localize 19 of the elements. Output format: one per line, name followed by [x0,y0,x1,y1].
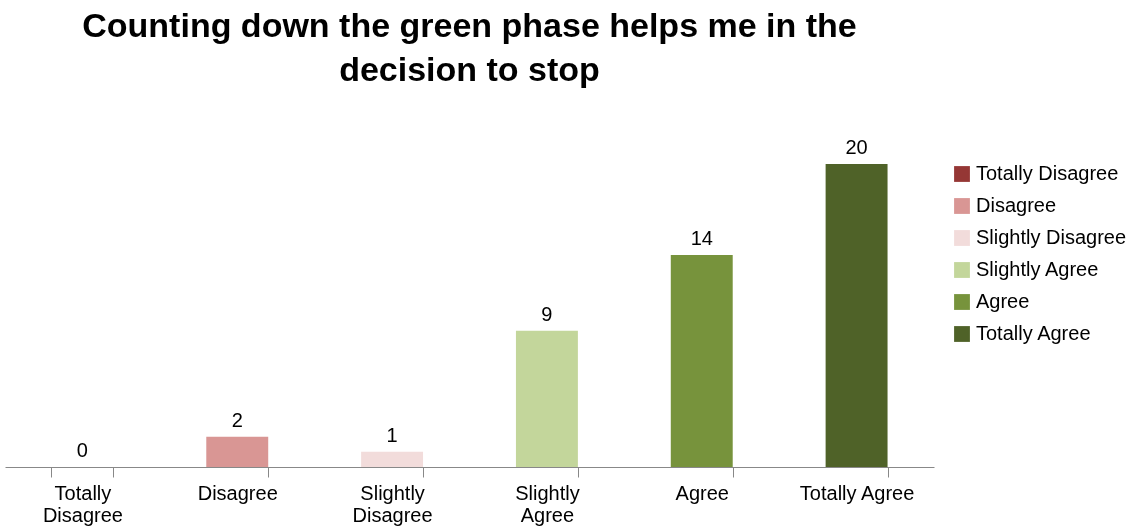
legend-label: Totally Disagree [976,162,1119,184]
data-label: 20 [845,136,868,158]
data-label: 2 [231,408,243,431]
x-tick-label: Slightly Agree [515,481,580,526]
legend-label: Agree [976,290,1030,312]
x-tick-label: Totally Disagree [42,481,123,526]
legend-label: Slightly Agree [976,258,1099,280]
legend-label: Disagree [976,194,1057,216]
data-label: 14 [690,226,713,249]
chart-title: Counting down the green phase helps me in the decision to stop [82,6,857,88]
legend-label: Slightly Disagree [976,226,1127,248]
x-tick-label: Slightly Disagree [352,481,433,526]
data-label: 9 [541,302,553,325]
data-label: 1 [386,423,398,446]
data-label: 0 [76,439,88,461]
x-tick-label: Totally Agree [799,481,915,504]
x-tick-label: Disagree [197,481,278,504]
legend-label: Totally Agree [976,322,1091,344]
x-tick-label: Agree [675,481,729,504]
